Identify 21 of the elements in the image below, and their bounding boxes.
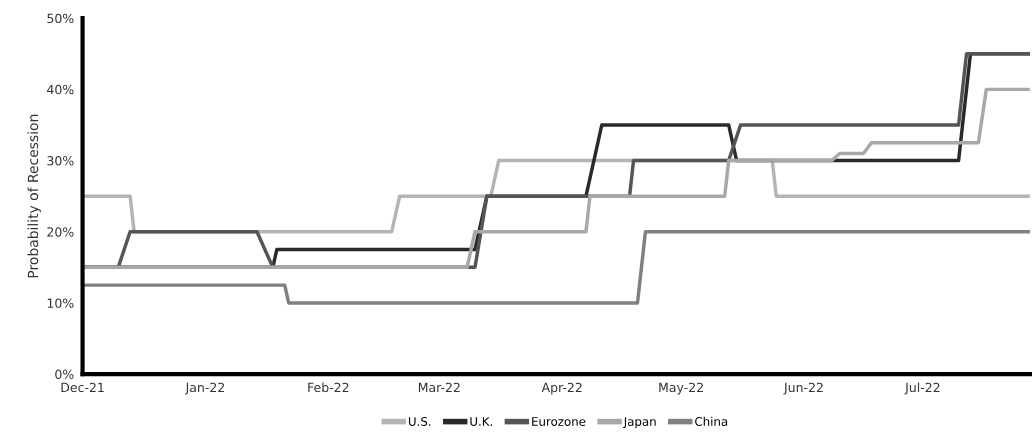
line-series [82, 87, 1030, 270]
x-tick-label: Apr-22 [541, 382, 582, 395]
legend-label: Japan [623, 417, 656, 429]
x-tick-label: May-22 [659, 382, 703, 395]
y-tick-label: 10% [47, 298, 74, 308]
legend-label: Eurozone [532, 417, 586, 426]
x-tick-label: Feb-22 [308, 382, 349, 393]
x-tick-label: Jan-22 [184, 382, 225, 395]
x-tick-label: Dec-21 [61, 382, 104, 393]
x-tick-label: Mar-22 [418, 382, 460, 393]
legend-label: U.K. [470, 417, 492, 426]
x-tick-label: Jul-22 [904, 382, 940, 395]
x-tick-label: Jun-22 [783, 382, 823, 395]
legend-label: U.S. [408, 416, 431, 426]
y-tick-label: 0% [55, 369, 74, 380]
y-tick-label: 30% [47, 156, 74, 166]
y-tick-label: 40% [47, 84, 74, 95]
y-tick-label: 50% [47, 13, 74, 24]
legend-label: China [695, 416, 728, 426]
y-tick-label: 20% [47, 227, 74, 237]
y-axis-title: Probability of Recession [27, 114, 41, 278]
